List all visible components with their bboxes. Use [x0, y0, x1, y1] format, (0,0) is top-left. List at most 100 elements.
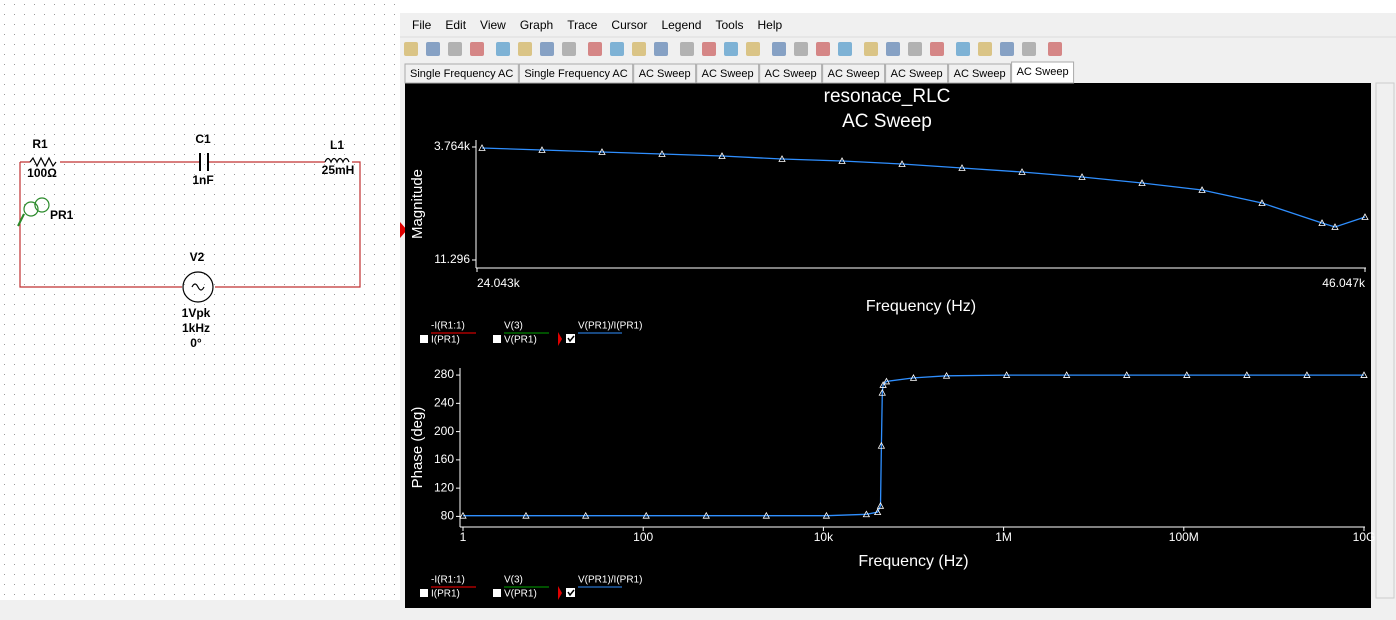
toolbar-button[interactable]	[470, 42, 484, 56]
toolbar-button[interactable]	[1048, 42, 1062, 56]
toolbar-button[interactable]	[816, 42, 830, 56]
tab[interactable]	[885, 63, 949, 84]
data-point	[1002, 371, 1011, 378]
menu-item[interactable]: Graph	[520, 18, 553, 32]
legend-checkbox[interactable]	[493, 335, 501, 343]
x-tick-label: 24.043k	[477, 276, 521, 290]
x-tick-label: 1	[460, 530, 467, 544]
data-point	[942, 371, 951, 379]
data-point	[838, 157, 846, 164]
data-point	[538, 146, 546, 153]
legend-checkbox[interactable]	[420, 589, 428, 597]
toolbar-button[interactable]	[956, 42, 970, 56]
data-point	[1078, 173, 1086, 180]
toolbar-button[interactable]	[496, 42, 510, 56]
tab[interactable]	[822, 63, 886, 84]
data-point	[1243, 371, 1251, 378]
toolbar-button[interactable]	[654, 42, 668, 56]
tab[interactable]	[633, 63, 697, 84]
toolbar-button[interactable]	[540, 42, 554, 56]
data-point	[898, 160, 906, 167]
x-tick-label: 46.047k	[1322, 276, 1366, 290]
data-point	[878, 388, 886, 396]
toolbar-button[interactable]	[908, 42, 922, 56]
tab[interactable]	[948, 63, 1012, 84]
data-point	[1018, 168, 1026, 175]
toolbar-button[interactable]	[426, 42, 440, 56]
toolbar-button[interactable]	[632, 42, 646, 56]
toolbar-button[interactable]	[794, 42, 808, 56]
tab-label[interactable]: AC Sweep	[765, 68, 817, 80]
tab-label[interactable]: Single Frequency AC	[524, 68, 627, 80]
data-point	[642, 511, 650, 519]
tab-label[interactable]: AC Sweep	[828, 68, 880, 80]
legend-checkbox[interactable]	[493, 589, 501, 597]
chart-subtitle: AC Sweep	[842, 111, 932, 132]
menu-item[interactable]: Tools	[715, 18, 743, 32]
legend-label: I(PR1)	[431, 589, 460, 600]
toolbar-button[interactable]	[680, 42, 694, 56]
tab[interactable]	[518, 63, 634, 84]
tab-label[interactable]: AC Sweep	[954, 68, 1006, 80]
tab[interactable]	[759, 63, 823, 84]
toolbar-button[interactable]	[864, 42, 878, 56]
toolbar-button[interactable]	[886, 42, 900, 56]
toolbar-button[interactable]	[930, 42, 944, 56]
tab-label[interactable]: AC Sweep	[702, 68, 754, 80]
y-tick-label: 80	[441, 509, 455, 523]
data-point	[958, 164, 966, 171]
toolbar-button[interactable]	[772, 42, 786, 56]
legend-checkbox[interactable]	[566, 588, 575, 597]
x-tick-label: 1M	[995, 530, 1012, 544]
legend-label: V(3)	[504, 575, 523, 586]
y-tick-label: 3.764k	[434, 139, 471, 153]
toolbar-button[interactable]	[588, 42, 602, 56]
toolbar-button[interactable]	[1022, 42, 1036, 56]
menu-item[interactable]: Trace	[567, 18, 598, 32]
toolbar-button[interactable]	[518, 42, 532, 56]
tab[interactable]	[404, 63, 519, 84]
data-point	[658, 150, 666, 157]
legend-check	[567, 335, 575, 343]
data-point	[1303, 371, 1311, 378]
menu-item[interactable]: File	[412, 18, 432, 32]
legend-label: V(3)	[504, 321, 523, 332]
menu-item[interactable]: View	[480, 18, 506, 32]
schematic-grid	[0, 0, 400, 600]
menu-item[interactable]: Legend	[661, 18, 701, 32]
panel-marker	[400, 222, 407, 238]
data-point	[1318, 219, 1326, 226]
tab-label[interactable]: AC Sweep	[1017, 66, 1069, 78]
y-axis-label: Magnitude	[409, 169, 426, 239]
y-tick-label: 120	[434, 480, 454, 494]
menu-item[interactable]: Edit	[445, 18, 466, 32]
tab-label[interactable]: Single Frequency AC	[410, 68, 513, 80]
component-value: 25mH	[322, 163, 355, 177]
toolbar-button[interactable]	[1000, 42, 1014, 56]
tab[interactable]	[1011, 61, 1075, 84]
toolbar-button[interactable]	[448, 42, 462, 56]
toolbar-button[interactable]	[978, 42, 992, 56]
menu-item[interactable]: Help	[758, 18, 783, 32]
tab[interactable]	[696, 63, 760, 84]
toolbar-button[interactable]	[702, 42, 716, 56]
toolbar-button[interactable]	[610, 42, 624, 56]
toolbar-button[interactable]	[838, 42, 852, 56]
toolbar	[404, 42, 1062, 56]
data-point	[1183, 371, 1191, 378]
toolbar-button[interactable]	[746, 42, 760, 56]
data-point	[909, 374, 918, 381]
legend-checkbox[interactable]	[420, 335, 428, 343]
data-point	[862, 510, 871, 518]
tab-label[interactable]: AC Sweep	[639, 68, 691, 80]
scrollbar[interactable]	[1375, 82, 1395, 599]
toolbar-button[interactable]	[562, 42, 576, 56]
x-tick-label: 10G	[1353, 530, 1376, 544]
toolbar-button[interactable]	[724, 42, 738, 56]
component-ref: PR1	[50, 208, 74, 222]
data-point	[1360, 371, 1368, 378]
tab-label[interactable]: AC Sweep	[891, 68, 943, 80]
legend-checkbox[interactable]	[566, 334, 575, 343]
toolbar-button[interactable]	[404, 42, 418, 56]
menu-item[interactable]: Cursor	[611, 18, 647, 32]
